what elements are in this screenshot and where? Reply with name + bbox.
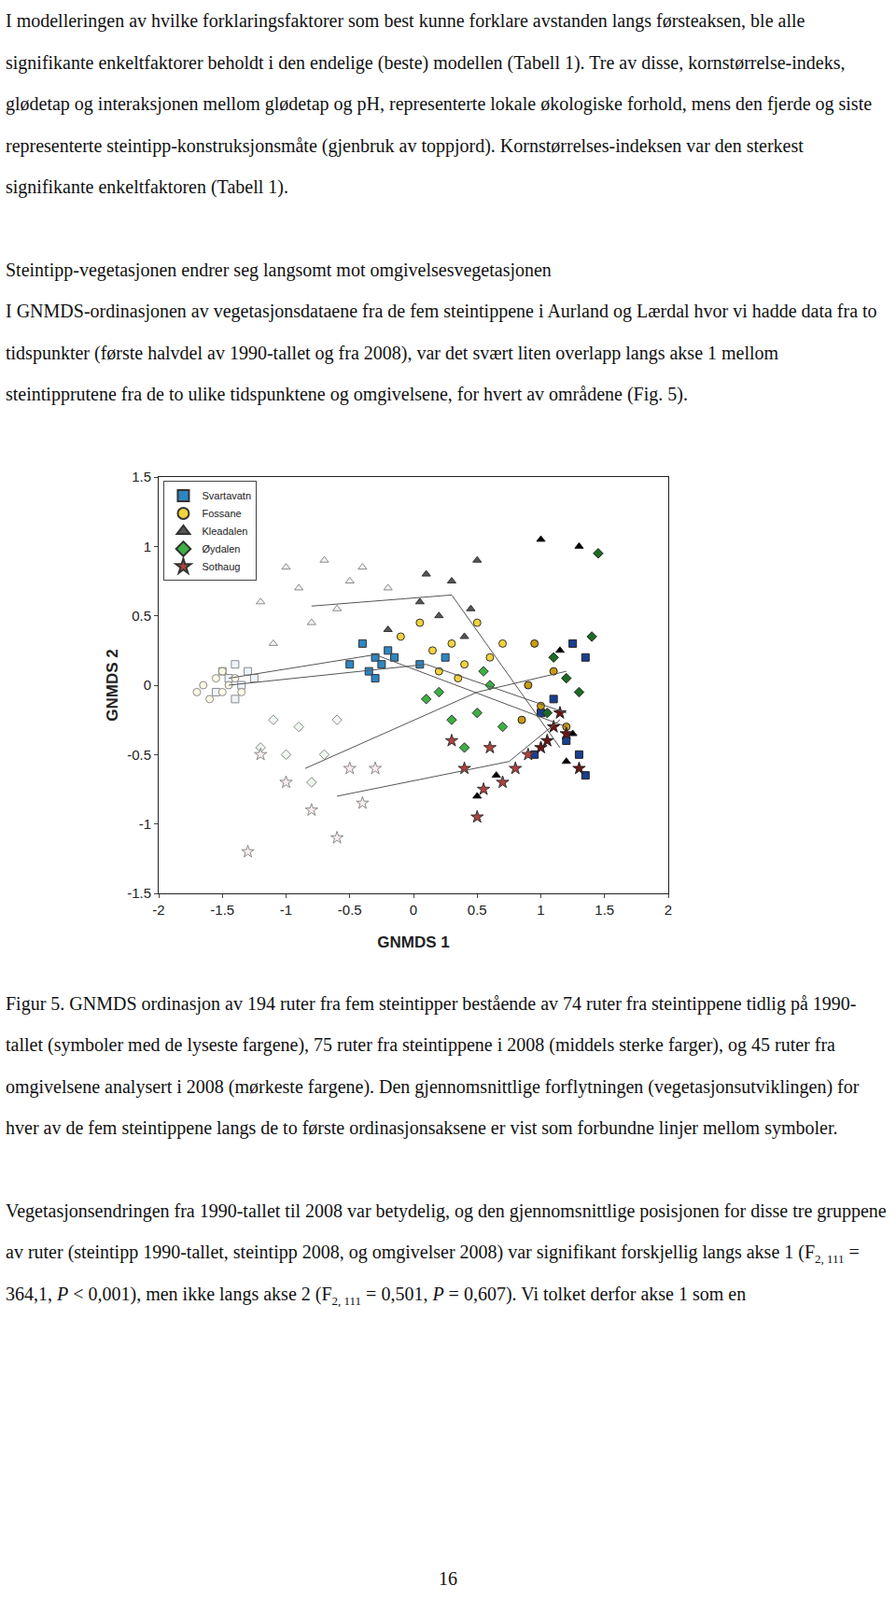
svg-text:1.5: 1.5 [594, 901, 615, 918]
html-text:Steintipp-vegetasjonen endrer: Steintipp-vegetasjonen endrer seg langso… [5, 259, 552, 280]
svg-text:2: 2 [664, 901, 672, 918]
svg-text:1: 1 [143, 537, 152, 554]
svg-text:1.5: 1.5 [131, 468, 152, 485]
html-text:Figur 5. GNMDS ordinasjon av 1: Figur 5. GNMDS ordinasjon av 194 ruter f… [5, 992, 860, 1138]
svg-text:Sothaug: Sothaug [201, 560, 240, 573]
svg-text:-1.5: -1.5 [210, 901, 235, 918]
svg-text:Svartavatn: Svartavatn [201, 490, 252, 502]
svg-text:0: 0 [409, 901, 418, 918]
html-text:I GNMDS-ordinasjonen av vegeta: I GNMDS-ordinasjonen av vegetasjonsdatae… [5, 300, 877, 405]
svg-text:0.5: 0.5 [467, 901, 488, 918]
svg-text:Øydalen: Øydalen [201, 543, 240, 555]
svg-text:1: 1 [536, 901, 545, 918]
svg-text:-1: -1 [139, 814, 152, 831]
svg-text:-0.5: -0.5 [337, 901, 363, 918]
svg-text:0: 0 [143, 676, 152, 693]
html-text:Vegetasjonsendringen fra 1990-: Vegetasjonsendringen fra 1990-tallet til… [5, 1199, 887, 1308]
svg-text:GNMDS 2: GNMDS 2 [103, 648, 122, 721]
svg-text:-0.5: -0.5 [126, 745, 152, 762]
svg-text:Fossane: Fossane [201, 507, 241, 519]
svg-text:-1.5: -1.5 [126, 884, 152, 901]
svg-text:-2: -2 [152, 901, 165, 918]
svg-text:Kleadalen: Kleadalen [201, 525, 248, 537]
svg-text:GNMDS 1: GNMDS 1 [377, 933, 449, 952]
svg-text:-1: -1 [280, 901, 293, 918]
html-text:I modelleringen av hvilke fork: I modelleringen av hvilke forklaringsfak… [5, 10, 872, 197]
svg-text:0.5: 0.5 [131, 606, 152, 623]
html-text:16: 16 [438, 1568, 458, 1589]
